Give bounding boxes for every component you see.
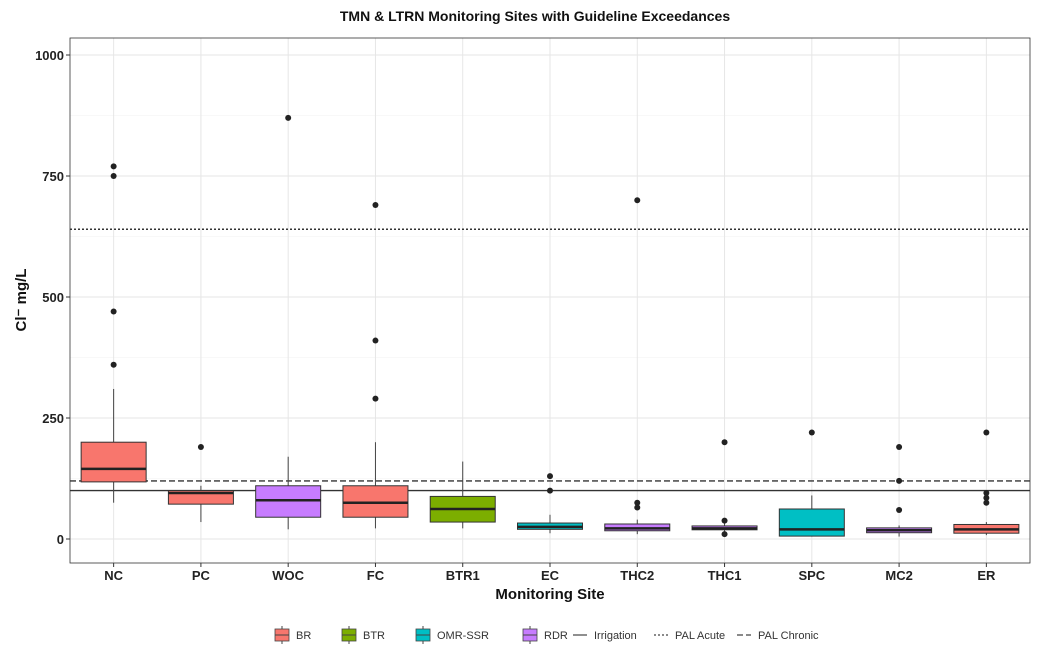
outlier-point [110,173,117,179]
outlier-point [896,444,903,451]
legend-label: RDR [544,630,568,642]
box-ec [517,473,583,534]
box-btr1 [429,461,496,529]
outlier-point [197,444,204,451]
x-tick-label: NC [104,568,123,583]
box-woc [255,114,322,530]
box-fc [342,202,409,529]
box [80,441,147,483]
outlier-point [110,361,117,368]
outlier-point [808,429,815,436]
box-thc2 [604,197,671,535]
y-tick-label: 0 [57,532,64,547]
legend-label: BR [296,630,311,642]
x-tick-label: WOC [272,568,304,583]
y-tick-label: 1000 [35,48,64,63]
outlier-point [110,308,117,315]
outlier-point [372,395,379,402]
outlier-point [721,517,728,524]
legend-label: PAL Acute [675,630,725,642]
x-tick-label: FC [367,568,385,583]
x-tick-label: BTR1 [446,568,480,583]
outlier-point [634,504,641,511]
x-tick-label: PC [192,568,211,583]
outlier-point [634,197,641,204]
legend-label: BTR [363,630,385,642]
x-tick-label: THC1 [708,568,742,583]
outlier-point [372,202,379,209]
outlier-point [285,114,292,121]
box [778,508,845,537]
box-mc2 [866,444,933,537]
x-tick-label: SPC [798,568,825,583]
outlier-point [896,506,903,513]
legend-label: Irrigation [594,630,637,642]
x-axis-title: Monitoring Site [495,586,604,603]
outlier-point [721,439,728,446]
outlier-point [547,487,553,494]
outlier-point [983,499,990,506]
box-spc [778,429,845,537]
box-thc1 [691,439,758,538]
y-tick-label: 750 [42,169,64,184]
outlier-point [721,531,728,538]
y-tick-label: 500 [42,290,64,305]
outlier-point [547,473,553,480]
box-nc [80,163,147,503]
outlier-point [983,494,990,501]
outlier-point [372,337,379,344]
axes: 0 250 500 750 1000 NC PC WOC FC BTR1 EC THC2 THC1 SPC… [35,37,1031,583]
boxes [80,114,1020,538]
legend: BR BTR OMR-SSR RDR Irrigation PAL Acute PAL Ch… [274,626,819,644]
x-tick-label: EC [541,568,560,583]
x-tick-label: ER [977,568,996,583]
x-tick-label: THC2 [620,568,654,583]
box-pc [167,444,234,523]
outlier-point [983,429,990,436]
chart-title: TMN & LTRN Monitoring Sites with Guideli… [340,8,730,24]
legend-label: PAL Chronic [758,630,819,642]
grid [70,38,1030,563]
y-axis-title: Cl⁻ mg/L [13,269,30,332]
box-er [953,429,1020,536]
x-tick-label: MC2 [885,568,912,583]
y-tick-label: 250 [42,411,64,426]
outlier-point [110,163,117,170]
outlier-point [896,477,903,484]
outlier-point [983,490,990,497]
legend-label: OMR-SSR [437,630,489,642]
outlier-point [634,499,641,506]
